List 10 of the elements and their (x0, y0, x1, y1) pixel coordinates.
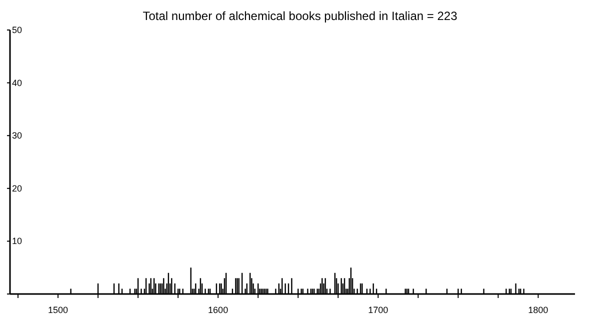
y-tick-label: 30 (12, 130, 22, 141)
chart-title: Total number of alchemical books published in Italian = 223 (142, 9, 458, 23)
y-tick-label: 50 (12, 25, 22, 35)
x-tick-label: 1500 (48, 305, 68, 315)
x-tick-label: 1700 (368, 305, 388, 315)
y-tick-label: 10 (12, 236, 22, 246)
y-tick-label: 20 (12, 183, 22, 194)
x-tick-label: 1800 (528, 305, 548, 315)
x-tick-label: 1600 (208, 305, 228, 315)
y-tick-label: 40 (12, 78, 22, 88)
